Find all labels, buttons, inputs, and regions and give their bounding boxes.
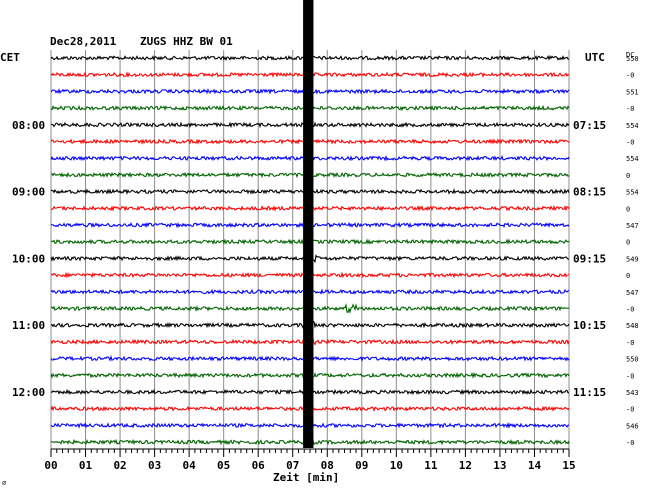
left-time-label: 11:00	[12, 319, 45, 332]
dc-offset: 554	[626, 155, 639, 163]
clipped-trace-band	[303, 0, 314, 448]
left-time-label: 10:00	[12, 252, 45, 265]
x-tick-label: 07	[286, 459, 299, 472]
dc-header: DC	[626, 51, 634, 59]
x-tick-label: 02	[113, 459, 126, 472]
dc-offset: 550	[626, 356, 639, 364]
dc-offset: -0	[626, 72, 634, 80]
dc-offset: -0	[626, 139, 634, 147]
dc-offset: 0	[626, 272, 630, 280]
x-tick-label: 01	[79, 459, 93, 472]
dc-offset: 0	[626, 205, 630, 213]
right-timezone: UTC	[585, 51, 605, 64]
dc-offset: 554	[626, 122, 639, 130]
x-tick-label: 11	[424, 459, 438, 472]
corner-mark: ⌀	[2, 479, 6, 487]
right-time-label: 09:15	[573, 252, 606, 265]
dc-offset: 550	[626, 55, 639, 63]
dc-offset: 549	[626, 255, 639, 263]
x-tick-label: 15	[562, 459, 575, 472]
left-timezone: CET	[0, 51, 20, 64]
dc-offset: -0	[626, 105, 634, 113]
minute-gridlines	[50, 50, 570, 449]
dc-offset: -0	[626, 406, 634, 414]
x-tick-label: 09	[355, 459, 368, 472]
x-tick-label: 12	[459, 459, 472, 472]
left-time-label: 09:00	[12, 186, 45, 199]
right-time-label: 11:15	[573, 386, 606, 399]
dc-offset: 546	[626, 422, 639, 430]
dc-offset: -0	[626, 372, 634, 380]
dc-offset: -0	[626, 306, 634, 314]
saturated-band	[303, 0, 314, 448]
x-tick-label: 05	[217, 459, 230, 472]
dc-offset: -0	[626, 439, 634, 447]
row-labels: 08:00 09:00 10:00 11:00 12:00 07:15 08:15 09:15…	[12, 55, 639, 447]
right-time-label: 07:15	[573, 119, 606, 132]
dc-offset: 547	[626, 289, 639, 297]
dc-offset: 551	[626, 88, 639, 96]
dc-offset: 0	[626, 172, 630, 180]
x-tick-label: 10	[390, 459, 403, 472]
left-time-label: 08:00	[12, 119, 45, 132]
dc-offset: 548	[626, 322, 639, 330]
right-time-label: 08:15	[573, 186, 606, 199]
x-tick-label: 08	[321, 459, 334, 472]
dc-offset: 554	[626, 189, 639, 197]
x-tick-label: 03	[148, 459, 161, 472]
time-axis: 00 01 02 03 04 05 06 07 08 09 10 11 12 13 14 15	[44, 448, 576, 472]
dc-offset: -0	[626, 339, 634, 347]
dc-offset: 543	[626, 389, 639, 397]
dc-offset: 0	[626, 239, 630, 247]
x-tick-label: 14	[528, 459, 542, 472]
x-tick-label: 06	[252, 459, 266, 472]
x-tick-label: 04	[183, 459, 197, 472]
x-tick-label: 00	[44, 459, 57, 472]
dc-offset: 547	[626, 222, 639, 230]
chart-date: Dec28,2011	[50, 35, 117, 48]
left-time-label: 12:00	[12, 386, 45, 399]
x-axis-label: Zeit [min]	[273, 471, 339, 484]
station-name: ZUGS HHZ BW 01	[140, 35, 233, 48]
x-tick-label: 13	[493, 459, 506, 472]
right-time-label: 10:15	[573, 319, 606, 332]
